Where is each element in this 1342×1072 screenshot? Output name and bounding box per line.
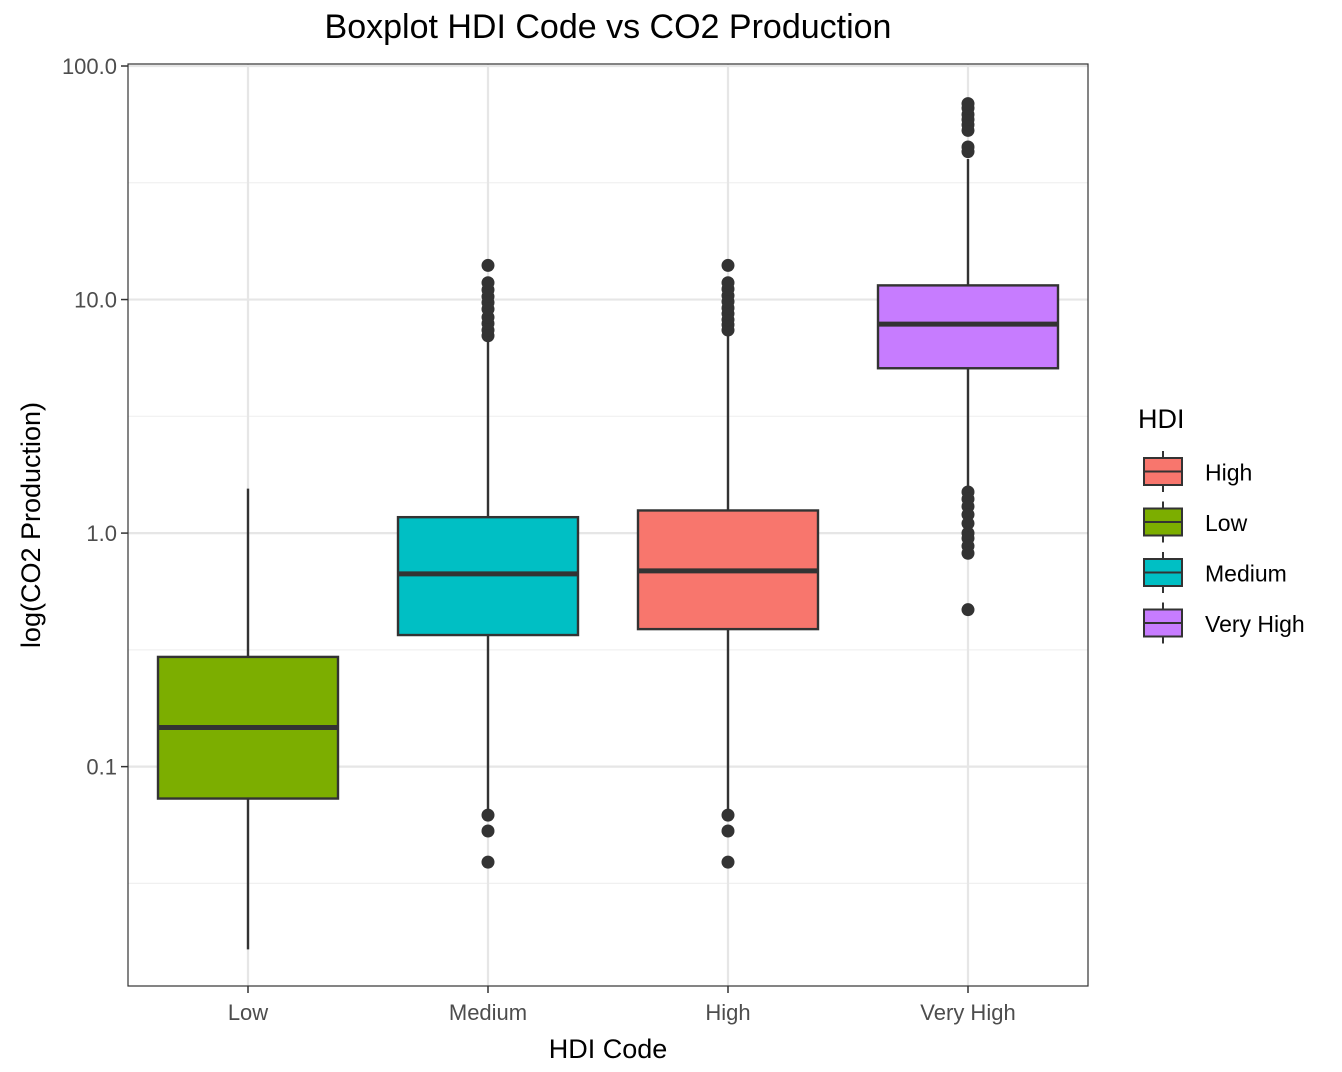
outlier-point <box>961 140 975 154</box>
outlier-point <box>961 516 975 530</box>
outlier-point <box>481 276 495 290</box>
y-tick-label: 100.0 <box>62 54 117 79</box>
x-tick-label: Very High <box>920 1000 1015 1025</box>
legend-key-high: High <box>1143 451 1252 492</box>
outlier-point <box>481 855 495 869</box>
outlier-point <box>721 808 735 822</box>
iqr-box <box>876 284 1060 370</box>
box-medium <box>396 258 580 869</box>
outlier-point <box>481 808 495 822</box>
legend: HDI High Low Medium Very High <box>1138 404 1305 644</box>
legend-key-medium: Medium <box>1143 552 1287 593</box>
x-tick-label: High <box>705 1000 750 1025</box>
x-axis-title: HDI Code <box>549 1034 668 1064</box>
outlier-point <box>721 258 735 272</box>
y-axis: 0.1 1.0 10.0 100.0 <box>62 54 128 780</box>
outlier-point <box>721 276 735 290</box>
x-axis: Low Medium High Very High <box>228 986 1016 1025</box>
chart-title: Boxplot HDI Code vs CO2 Production <box>325 8 892 46</box>
box-very-high <box>876 97 1060 617</box>
outlier-point <box>961 603 975 617</box>
outlier-point <box>961 97 975 111</box>
y-tick-label: 0.1 <box>86 755 117 780</box>
panel-border <box>127 63 1089 987</box>
legend-key-very-high: Very High <box>1143 602 1305 644</box>
outlier-point <box>481 258 495 272</box>
legend-label: Very High <box>1205 611 1305 637</box>
legend-label: Low <box>1205 510 1248 536</box>
y-axis-title: log(CO2 Production) <box>16 402 46 648</box>
outlier-point <box>961 546 975 560</box>
box-high <box>636 258 820 869</box>
legend-key-low: Low <box>1143 501 1248 543</box>
legend-label: Medium <box>1205 561 1287 587</box>
x-tick-label: Medium <box>449 1000 527 1025</box>
y-tick-label: 10.0 <box>74 288 117 313</box>
grid-lines <box>128 64 1088 986</box>
outlier-point <box>481 824 495 838</box>
box-series <box>156 97 1060 950</box>
outlier-point <box>721 855 735 869</box>
y-tick-label: 1.0 <box>86 521 117 546</box>
x-tick-label: Low <box>228 1000 268 1025</box>
legend-label: High <box>1205 460 1252 486</box>
legend-title: HDI <box>1138 404 1185 434</box>
outlier-point <box>721 824 735 838</box>
box-low <box>156 488 340 950</box>
